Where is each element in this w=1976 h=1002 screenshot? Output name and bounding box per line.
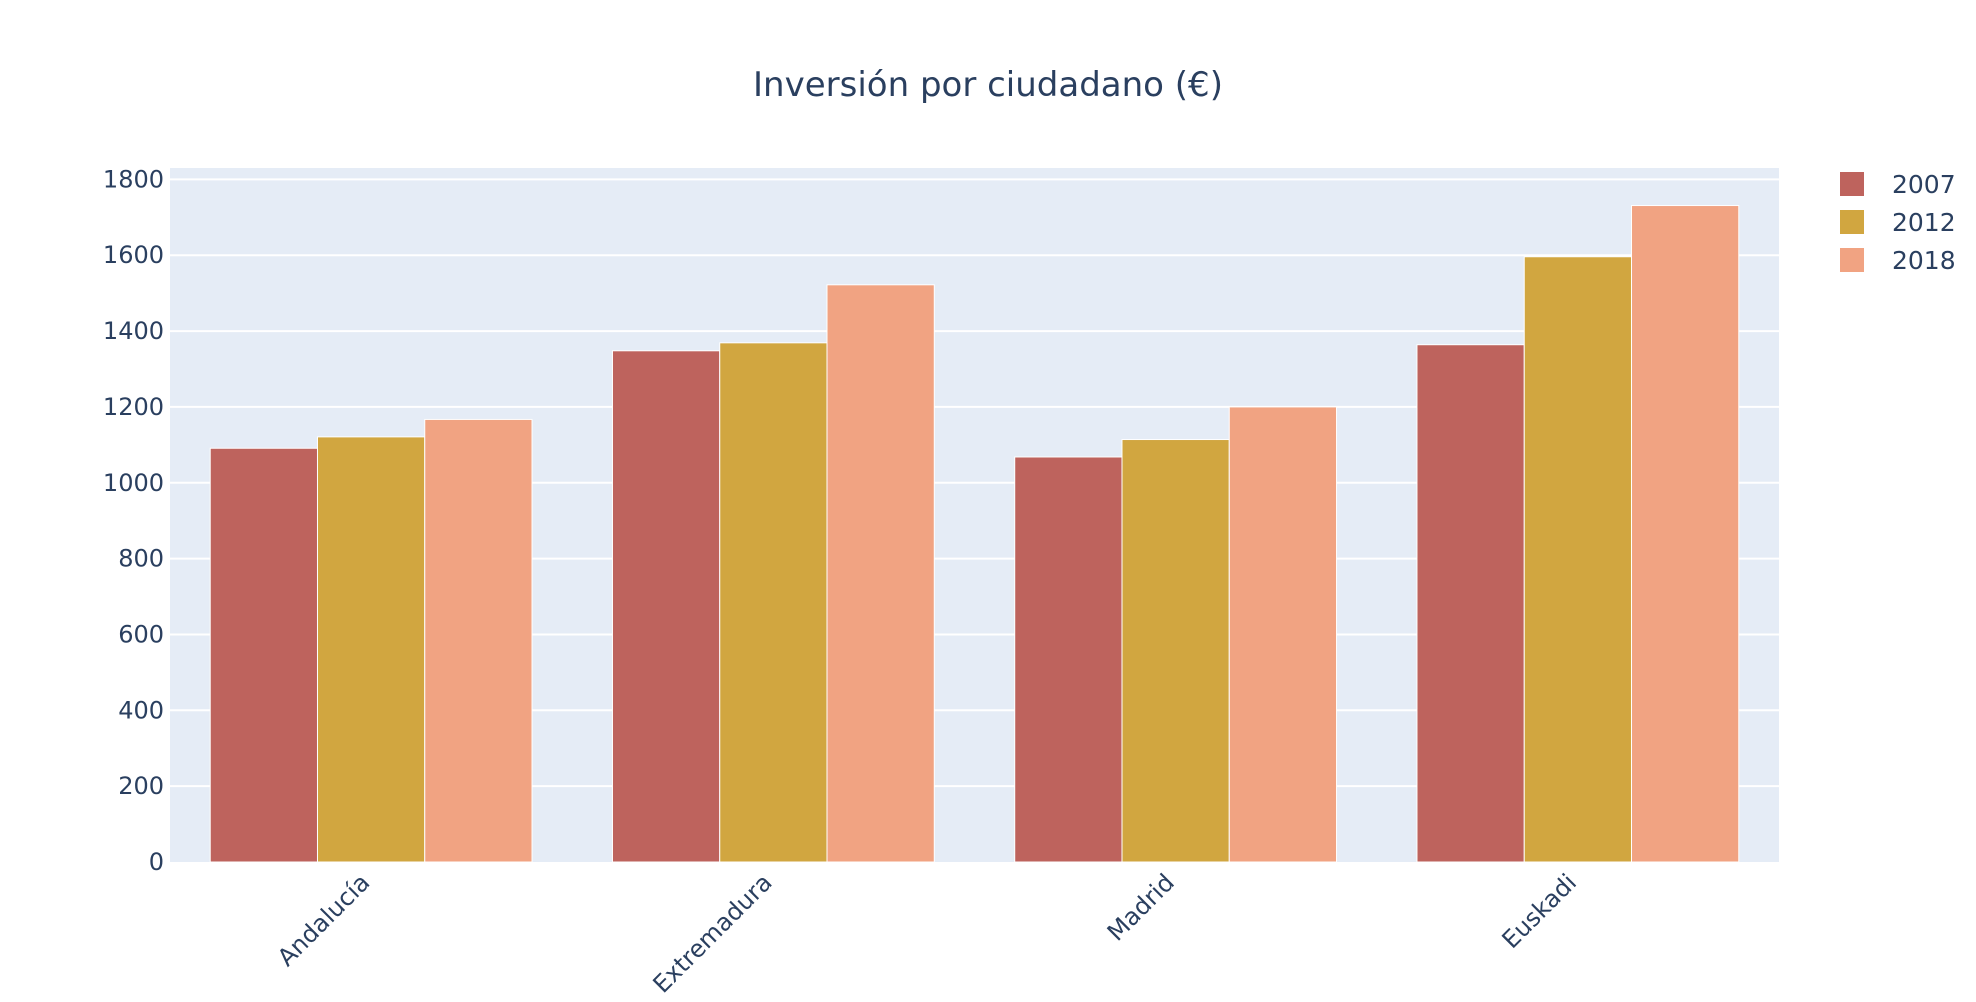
y-tick-label: 1600 [103, 241, 164, 269]
y-tick-label: 400 [118, 696, 164, 724]
bar-2012-2[interactable] [1121, 439, 1230, 863]
x-tick-label: Extremadura [648, 868, 778, 998]
y-tick-label: 1800 [103, 165, 164, 193]
legend-swatch[interactable] [1840, 172, 1864, 196]
bars [209, 205, 1740, 863]
x-tick-label: Andalucía [272, 868, 375, 971]
y-axis-ticks: 0 200 400 600 800 1000 1200 1400 1600 1800 [103, 165, 164, 876]
bar-2007-3[interactable] [1416, 344, 1525, 863]
y-tick-label: 600 [118, 620, 164, 648]
bar-2007-2[interactable] [1014, 456, 1123, 863]
x-tick-label: Madrid [1102, 868, 1180, 946]
legend-swatch[interactable] [1840, 248, 1864, 272]
legend-swatch[interactable] [1840, 210, 1864, 234]
y-tick-label: 1400 [103, 317, 164, 345]
bar-2007-0[interactable] [209, 447, 318, 863]
y-tick-label: 800 [118, 545, 164, 573]
chart-title: Inversión por ciudadano (€) [753, 65, 1223, 105]
legend-label[interactable]: 2012 [1892, 208, 1956, 237]
bar-2018-0[interactable] [424, 418, 533, 863]
y-tick-label: 1000 [103, 469, 164, 497]
bar-2018-2[interactable] [1228, 406, 1338, 863]
x-tick-label: Euskadi [1497, 868, 1583, 954]
x-axis-ticks: Andalucía Extremadura Madrid Euskadi [272, 868, 1582, 998]
bar-2007-1[interactable] [611, 350, 721, 863]
y-tick-label: 0 [149, 848, 164, 876]
bar-2012-1[interactable] [719, 342, 828, 863]
bar-2012-3[interactable] [1523, 256, 1633, 863]
bar-2018-3[interactable] [1631, 205, 1740, 863]
y-tick-label: 200 [118, 772, 164, 800]
legend-label[interactable]: 2007 [1892, 170, 1956, 199]
legend[interactable]: 2007 2012 2018 [1840, 170, 1956, 275]
y-tick-label: 1200 [103, 393, 164, 421]
bar-2018-1[interactable] [826, 284, 935, 863]
legend-label[interactable]: 2018 [1892, 246, 1956, 275]
bar-2012-0[interactable] [316, 436, 426, 863]
